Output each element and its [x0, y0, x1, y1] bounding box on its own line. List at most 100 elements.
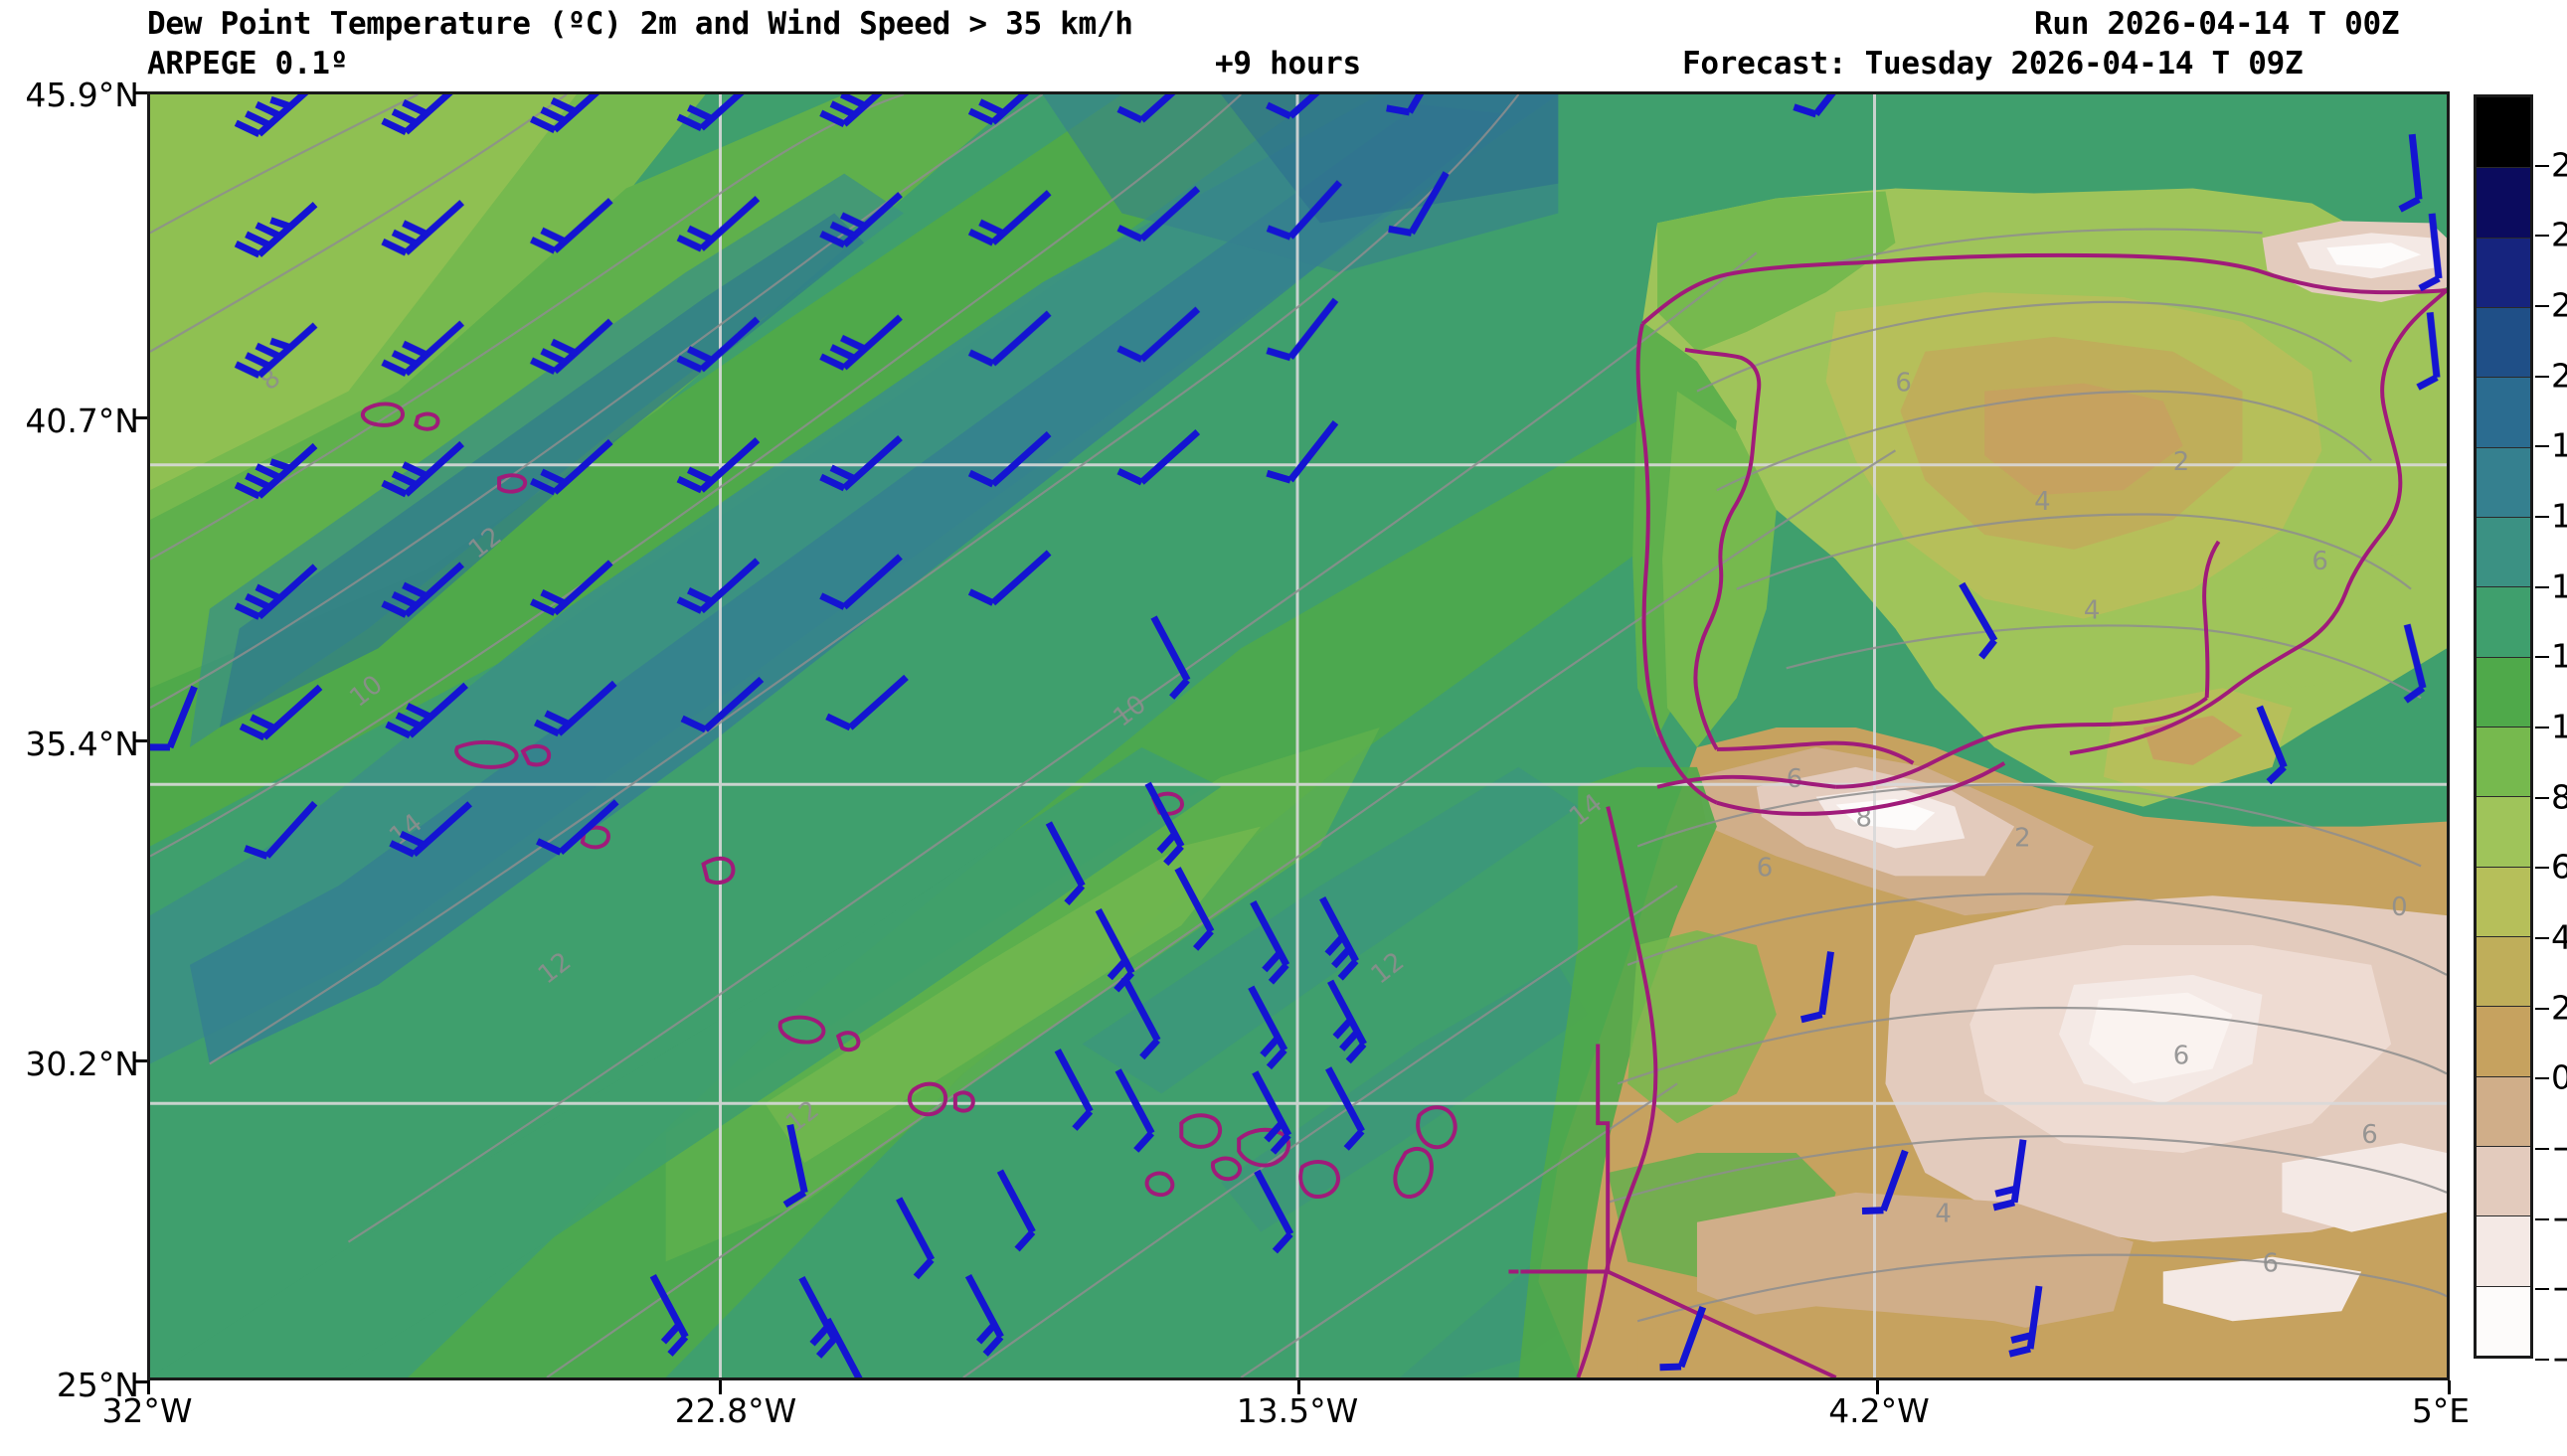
colorbar-tick-label: 8 [2551, 777, 2567, 817]
colorbar-tick-label: 22 [2551, 285, 2567, 325]
colorbar-band [2477, 726, 2530, 797]
ytick-label-40-7: 40.7°N [25, 402, 139, 440]
colorbar-band [2477, 796, 2530, 867]
colorbar-tick-mark [2535, 305, 2549, 307]
svg-text:4: 4 [2084, 596, 2101, 626]
ytick-label-35-4: 35.4°N [25, 725, 139, 763]
svg-text:6: 6 [2262, 1249, 2279, 1279]
svg-text:6: 6 [2311, 547, 2328, 576]
colorbar-band [2477, 97, 2530, 168]
colorbar-band [2477, 1215, 2530, 1286]
colorbar-tick-mark [2535, 375, 2549, 378]
model-label: ARPEGE 0.1º [147, 46, 348, 81]
colorbar-band [2477, 1285, 2530, 1356]
graticule [150, 94, 2447, 1377]
colorbar-tick-label: 16 [2551, 496, 2567, 536]
xtick-label-32w: 32°W [101, 1391, 193, 1430]
colorbar-tick-label: −2 [2551, 1128, 2567, 1168]
xtick-label-4-2w: 4.2°W [1828, 1391, 1930, 1430]
colorbar-band [2477, 586, 2530, 657]
svg-text:6: 6 [2173, 1041, 2190, 1070]
colorbar-tick-label: 24 [2551, 215, 2567, 254]
colorbar-tick-mark [2535, 796, 2549, 799]
colorbar-band [2477, 516, 2530, 587]
xtick-mark [719, 1380, 722, 1394]
colorbar-tick-label: 2 [2551, 988, 2567, 1028]
colorbar-tick-label: 26 [2551, 145, 2567, 185]
xtick-mark [147, 1380, 150, 1394]
forecast-timestamp: Forecast: Tuesday 2026-04-14 T 09Z [1682, 46, 2304, 81]
colorbar-tick-label: 4 [2551, 917, 2567, 957]
wind-barb-icon [150, 94, 2443, 1377]
lead-time-label: +9 hours [1215, 46, 1361, 81]
colorbar [2474, 94, 2533, 1359]
colorbar-tick-label: −4 [2551, 1199, 2567, 1238]
svg-text:6: 6 [1895, 369, 1912, 399]
ytick-mark [133, 1380, 147, 1383]
xtick-mark [1876, 1380, 1879, 1394]
svg-text:2: 2 [2173, 447, 2190, 477]
svg-text:0: 0 [2391, 892, 2408, 922]
ytick-mark [133, 1059, 147, 1062]
map-plot-area: 8 10 12 12 12 14 10 12 14 6 4 2 4 6 6 8 [147, 91, 2450, 1380]
colorbar-band [2477, 1006, 2530, 1076]
colorbar-tick-mark [2535, 516, 2549, 518]
ytick-mark [133, 416, 147, 419]
colorbar-tick-label: −6 [2551, 1268, 2567, 1308]
colorbar-tick-mark [2535, 235, 2549, 238]
colorbar-tick-mark [2535, 1077, 2549, 1080]
colorbar-band [2477, 1075, 2530, 1146]
colorbar-band [2477, 237, 2530, 307]
colorbar-band [2477, 656, 2530, 727]
colorbar-band [2477, 866, 2530, 936]
colorbar-tick-mark [2535, 1007, 2549, 1010]
colorbar-tick-label: 10 [2551, 707, 2567, 746]
colorbar-tick-mark [2535, 727, 2549, 728]
colorbar-tick-label: 18 [2551, 425, 2567, 465]
colorbar-tick-mark [2535, 164, 2549, 167]
svg-text:4: 4 [2034, 487, 2051, 517]
colorbar-band [2477, 935, 2530, 1007]
svg-text:6: 6 [1787, 764, 1803, 794]
ytick-label-25: 25°N [56, 1366, 139, 1404]
svg-text:2: 2 [2014, 824, 2031, 854]
ytick-mark [133, 739, 147, 742]
coastline [360, 252, 2447, 1377]
colorbar-tick-mark [2535, 867, 2549, 870]
colorbar-tick-mark [2535, 445, 2549, 448]
colorbar-tick-label: 6 [2551, 847, 2567, 887]
xtick-label-13-5w: 13.5°W [1236, 1391, 1359, 1430]
colorbar-tick-mark [2535, 1359, 2549, 1361]
colorbar-tick-label: 0 [2551, 1057, 2567, 1097]
colorbar-tick-label: 12 [2551, 636, 2567, 676]
colorbar-tick-mark [2535, 1217, 2549, 1220]
xtick-label-5e: 5°E [2411, 1391, 2471, 1430]
dewpoint-field: 8 10 12 12 12 14 10 12 14 6 4 2 4 6 6 8 [150, 94, 2447, 1377]
colorbar-band [2477, 306, 2530, 378]
isolines [150, 94, 2447, 1377]
colorbar-tick-label: −8 [2551, 1339, 2567, 1378]
ytick-label-30-2: 30.2°N [25, 1045, 139, 1083]
colorbar-tick-label: 14 [2551, 566, 2567, 606]
run-timestamp: Run 2026-04-14 T 00Z [2034, 6, 2400, 42]
colorbar-tick-mark [2535, 1148, 2549, 1150]
colorbar-band [2477, 167, 2530, 238]
colorbar-tick-label: 20 [2551, 356, 2567, 396]
svg-text:4: 4 [1935, 1200, 1952, 1229]
colorbar-band [2477, 377, 2530, 447]
colorbar-tick-mark [2535, 1288, 2549, 1291]
ytick-label-45-9: 45.9°N [25, 76, 139, 114]
page-title: Dew Point Temperature (ºC) 2m and Wind S… [147, 6, 1133, 42]
svg-text:6: 6 [2361, 1120, 2378, 1150]
xtick-label-22-8w: 22.8°W [674, 1391, 797, 1430]
svg-text:6: 6 [1757, 853, 1774, 883]
xtick-mark [2448, 1380, 2451, 1394]
colorbar-tick-mark [2535, 656, 2549, 659]
colorbar-tick-mark [2535, 937, 2549, 939]
colorbar-tick-mark [2535, 585, 2549, 588]
colorbar-band [2477, 446, 2530, 517]
colorbar-band [2477, 1145, 2530, 1216]
xtick-mark [1297, 1380, 1300, 1394]
ytick-mark [133, 91, 147, 94]
